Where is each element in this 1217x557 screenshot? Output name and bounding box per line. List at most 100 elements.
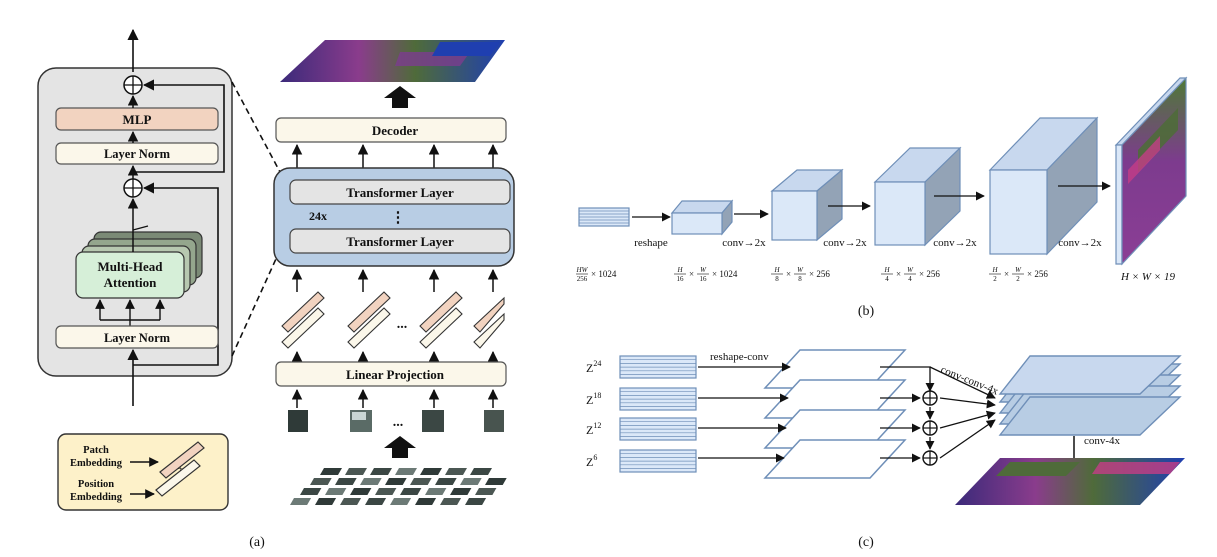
input-patch: [320, 468, 342, 475]
input-patch: [445, 468, 467, 475]
b-op-2: conv→2x: [823, 237, 867, 249]
caption-c: (c): [858, 535, 874, 550]
b-dim-2: H8 × W8 × 256: [771, 266, 830, 283]
c-out-slab-4: [998, 396, 1182, 436]
input-image-grid: [290, 468, 507, 505]
linear-projection-box: [275, 361, 507, 387]
b-dim-1: H16 × W16 × 1024: [674, 266, 738, 283]
embedding-dots: ...: [397, 317, 408, 332]
b-cube-2: [771, 190, 818, 241]
input-patch: [425, 488, 447, 495]
input-patch: [390, 498, 412, 505]
dim-denominator: 16: [700, 275, 708, 283]
c-sheet-4: [763, 439, 907, 479]
legend-position-line2: Embedding: [70, 492, 123, 503]
input-patch: [300, 488, 322, 495]
input-patch: [360, 478, 382, 485]
dim-numerator: HW: [576, 266, 589, 274]
b-op-1: conv→2x: [722, 237, 766, 249]
c-feature-stack: Z24 Z18 Z12 Z6: [586, 355, 697, 473]
input-patch: [410, 478, 432, 485]
input-patch: [470, 468, 492, 475]
input-patch: [315, 498, 337, 505]
input-patch: [335, 478, 357, 485]
c-feature-label: Z24: [586, 359, 601, 375]
dim-numerator: H: [991, 266, 998, 274]
zoom-line-bottom: [231, 249, 281, 357]
input-patch: [420, 468, 442, 475]
transformer-layer-top-label: Transformer Layer: [346, 185, 454, 200]
input-patch: [465, 498, 487, 505]
dim-rest: × 1024: [712, 269, 738, 279]
dim-numerator: W: [700, 266, 707, 274]
dim-denominator: 4: [908, 275, 912, 283]
input-patch: [485, 478, 507, 485]
dim-rest: × 256: [919, 269, 940, 279]
input-patch: [460, 478, 482, 485]
input-patch: [435, 478, 457, 485]
input-patch: [370, 468, 392, 475]
mlp-label: MLP: [123, 112, 152, 127]
panel-b-decoder: reshape conv→2x conv→2x conv→2x conv→2x: [576, 76, 1188, 319]
b-cube-4: [989, 169, 1048, 255]
dim-rest: × 256: [1027, 269, 1048, 279]
panel-c-decoder: Z24 Z18 Z12 Z6 reshape-conv conv-conv-4x co…: [586, 349, 1185, 550]
input-patch: [340, 498, 362, 505]
dim-denominator: 8: [775, 275, 779, 283]
c-feature-label: Z12: [586, 421, 601, 437]
attention-label-line1: Multi-Head: [98, 259, 164, 274]
legend-patch-line1: Patch: [83, 445, 109, 456]
c-feature-1: Z18: [586, 387, 697, 411]
input-patch: [385, 478, 407, 485]
input-thick-arrow: [384, 436, 416, 458]
input-patch: [475, 488, 497, 495]
c-feature-label: Z18: [586, 391, 601, 407]
input-patch: [375, 488, 397, 495]
dim-numerator: W: [1015, 266, 1022, 274]
mlp-box: [55, 107, 219, 131]
b-cube-1: [671, 212, 723, 235]
dim-times: ×: [786, 269, 791, 279]
caption-b: (b): [858, 304, 875, 319]
dim-numerator: H: [883, 266, 890, 274]
b-output-dim: H × W × 19: [1120, 271, 1175, 283]
b-cube-3: [874, 181, 926, 246]
dim-denominator: 256: [577, 275, 588, 283]
legend-patch-line2: Embedding: [70, 458, 123, 469]
output-thick-arrow: [384, 86, 416, 108]
c-feature-0: Z24: [586, 355, 697, 379]
embedding-legend: Patch Embedding Position Embedding +: [57, 433, 229, 511]
b-op-3: conv→2x: [933, 237, 977, 249]
b-dim-4: H2 × W2 × 256: [989, 266, 1048, 283]
encoder-column: Decoder Transformer Layer 24x ⋮ Transfor…: [273, 40, 515, 505]
layer-norm-bottom-box: [55, 325, 219, 349]
patch-embedding-icon: [159, 441, 205, 479]
input-patch: [310, 478, 332, 485]
transformer-layer-bottom-box: [289, 228, 511, 254]
input-patch: [345, 468, 367, 475]
input-patch: [395, 468, 417, 475]
layer-ellipsis: ⋮: [391, 210, 406, 226]
dim-denominator: 16: [677, 275, 685, 283]
c-fuse-label: conv-conv-4x: [939, 364, 1001, 398]
input-patch: [440, 498, 462, 505]
dim-denominator: 2: [993, 275, 997, 283]
decoder-label: Decoder: [372, 123, 418, 138]
dim-times: ×: [896, 269, 901, 279]
b-op-4: conv→2x: [1058, 237, 1102, 249]
dim-times: ×: [1004, 269, 1009, 279]
dim-denominator: 8: [798, 275, 802, 283]
layer-norm-top-label: Layer Norm: [104, 147, 171, 161]
dim-times: ×: [689, 269, 694, 279]
zoom-line-top: [231, 81, 281, 173]
c-feature-label: Z6: [586, 453, 597, 469]
input-patch: [325, 488, 347, 495]
patch-dots: ...: [393, 415, 404, 430]
dim-denominator: 2: [1016, 275, 1020, 283]
input-patch: [415, 498, 437, 505]
linear-projection-label: Linear Projection: [346, 367, 445, 382]
residual-loop-top: [133, 79, 225, 173]
dim-numerator: W: [797, 266, 804, 274]
